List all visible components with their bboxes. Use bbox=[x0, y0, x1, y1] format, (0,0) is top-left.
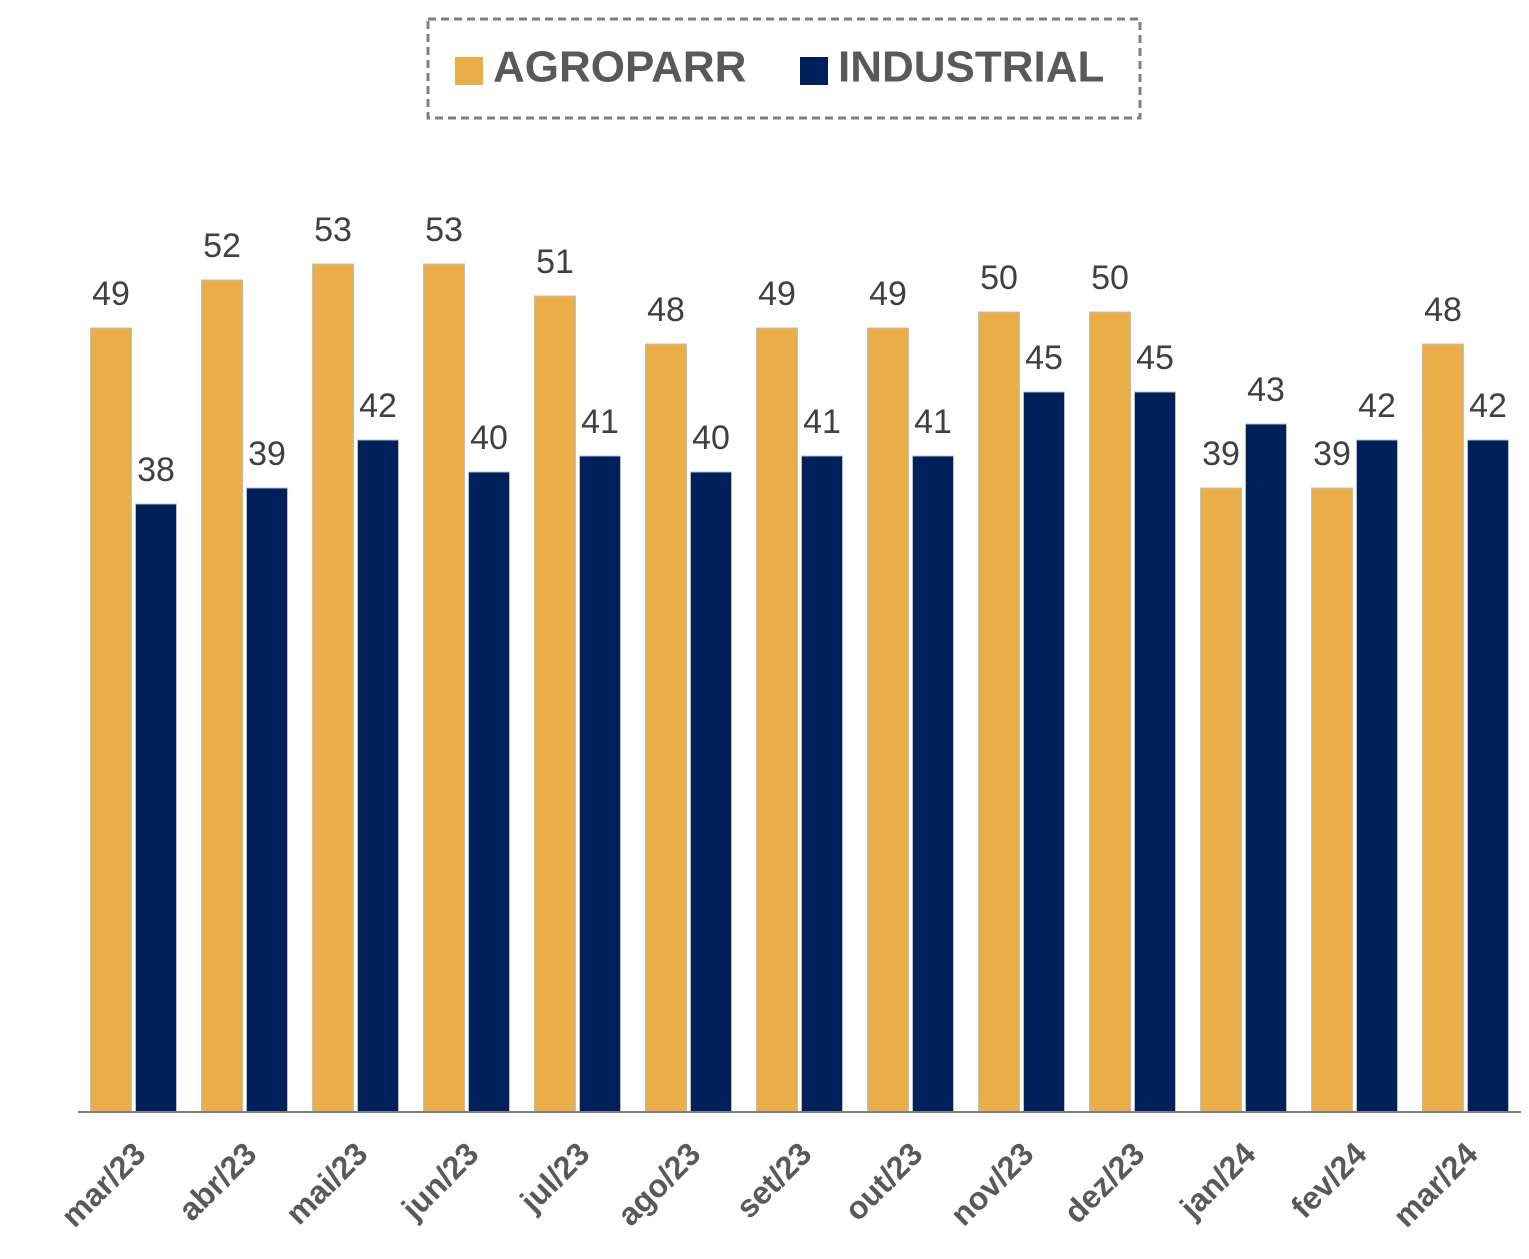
data-label: 52 bbox=[203, 227, 241, 265]
legend-label: INDUSTRIAL bbox=[838, 43, 1104, 92]
x-tick-label: out/23 bbox=[837, 1135, 929, 1227]
data-label: 38 bbox=[137, 451, 175, 489]
legend-label: AGROPARR bbox=[493, 43, 746, 92]
bar bbox=[468, 471, 510, 1113]
data-label: 53 bbox=[314, 211, 352, 249]
data-label: 49 bbox=[758, 275, 796, 313]
bar bbox=[357, 439, 399, 1113]
data-label: 41 bbox=[581, 403, 619, 441]
data-label: 53 bbox=[425, 211, 463, 249]
x-tick-label: dez/23 bbox=[1057, 1135, 1152, 1230]
legend-swatch bbox=[455, 57, 483, 85]
bar bbox=[534, 295, 576, 1113]
legend-swatch bbox=[800, 57, 828, 85]
x-tick-label: set/23 bbox=[729, 1135, 819, 1225]
bar bbox=[201, 279, 243, 1113]
bar bbox=[645, 343, 687, 1113]
data-label: 42 bbox=[1358, 387, 1396, 425]
data-label: 48 bbox=[1424, 291, 1462, 329]
bar bbox=[912, 455, 954, 1113]
bar bbox=[1422, 343, 1464, 1113]
bar bbox=[1023, 391, 1065, 1113]
bar bbox=[1089, 311, 1131, 1113]
data-label: 39 bbox=[248, 435, 286, 473]
bar bbox=[978, 311, 1020, 1113]
x-tick-label: jun/23 bbox=[394, 1135, 486, 1227]
bar bbox=[90, 327, 132, 1113]
x-tick-label: jan/24 bbox=[1172, 1135, 1262, 1225]
x-tick-label: jul/23 bbox=[512, 1135, 596, 1219]
bar bbox=[246, 487, 288, 1113]
bar bbox=[690, 471, 732, 1113]
bar bbox=[1467, 439, 1509, 1113]
x-tick-label: nov/23 bbox=[943, 1135, 1040, 1232]
data-label: 40 bbox=[692, 419, 730, 457]
data-label: 45 bbox=[1025, 339, 1063, 377]
x-tick-label: mar/23 bbox=[54, 1135, 152, 1233]
bar bbox=[867, 327, 909, 1113]
bar bbox=[1134, 391, 1176, 1113]
data-label: 51 bbox=[536, 243, 574, 281]
data-label: 39 bbox=[1313, 435, 1351, 473]
data-label: 49 bbox=[869, 275, 907, 313]
data-label: 42 bbox=[1469, 387, 1507, 425]
data-label: 42 bbox=[359, 387, 397, 425]
x-tick-label: fev/24 bbox=[1284, 1135, 1374, 1225]
data-label: 39 bbox=[1202, 435, 1240, 473]
bar bbox=[135, 503, 177, 1113]
legend-box bbox=[426, 17, 1142, 120]
bar bbox=[1200, 487, 1242, 1113]
data-label: 50 bbox=[1091, 259, 1129, 297]
data-label: 48 bbox=[647, 291, 685, 329]
data-label: 49 bbox=[92, 275, 130, 313]
data-label: 43 bbox=[1247, 371, 1285, 409]
data-label: 45 bbox=[1136, 339, 1174, 377]
x-tick-label: abr/23 bbox=[171, 1135, 263, 1227]
bar bbox=[1356, 439, 1398, 1113]
x-tick-label: mai/23 bbox=[279, 1135, 375, 1231]
bar bbox=[1245, 423, 1287, 1113]
data-label: 50 bbox=[980, 259, 1018, 297]
data-label: 41 bbox=[803, 403, 841, 441]
bar bbox=[1311, 487, 1353, 1113]
bar bbox=[423, 263, 465, 1113]
bar bbox=[312, 263, 354, 1113]
x-tick-label: ago/23 bbox=[610, 1135, 707, 1232]
x-tick-label: mar/24 bbox=[1386, 1135, 1485, 1234]
data-label: 41 bbox=[914, 403, 952, 441]
data-label: 40 bbox=[470, 419, 508, 457]
bar bbox=[801, 455, 843, 1113]
bar bbox=[579, 455, 621, 1113]
bar bbox=[756, 327, 798, 1113]
